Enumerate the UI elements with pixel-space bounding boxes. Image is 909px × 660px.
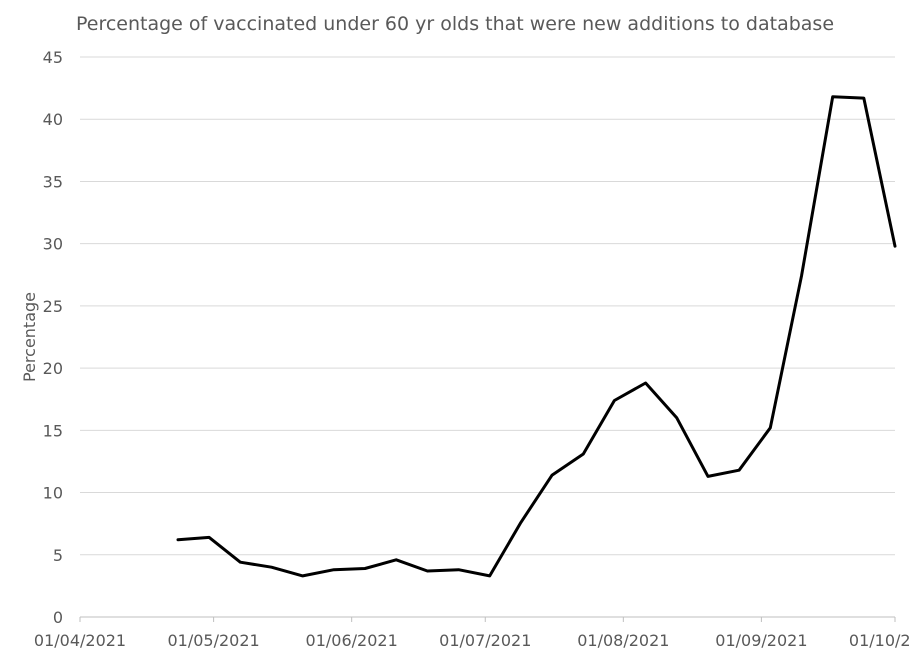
x-tick-label: 01/08/2021 bbox=[577, 631, 669, 650]
y-tick-label: 0 bbox=[53, 608, 63, 627]
y-tick-label: 20 bbox=[43, 359, 63, 378]
x-axis-ticks: 01/04/2021 01/05/2021 01/06/2021 01/07/2021… bbox=[34, 617, 909, 650]
x-tick-label: 01/05/2021 bbox=[167, 631, 259, 650]
y-tick-label: 40 bbox=[43, 110, 63, 129]
chart-title: Percentage of vaccinated under 60 yr old… bbox=[76, 13, 834, 35]
series-line-0 bbox=[176, 95, 897, 578]
y-axis-ticks: 0 5 10 15 20 25 30 35 40 45 bbox=[43, 48, 63, 627]
y-tick-label: 45 bbox=[43, 48, 63, 67]
x-tick-label: 01/07/2021 bbox=[439, 631, 531, 650]
y-tick-label: 25 bbox=[43, 297, 63, 316]
y-tick-label: 5 bbox=[53, 546, 63, 565]
x-tick-label: 01/04/2021 bbox=[34, 631, 126, 650]
y-tick-label: 10 bbox=[43, 484, 63, 503]
y-tick-label: 15 bbox=[43, 421, 63, 440]
y-tick-label: 35 bbox=[43, 172, 63, 191]
x-tick-label: 01/10/2021 bbox=[849, 631, 909, 650]
y-axis-label: Percentage bbox=[20, 292, 39, 382]
x-tick-label: 01/06/2021 bbox=[306, 631, 398, 650]
x-tick-label: 01/09/2021 bbox=[715, 631, 807, 650]
gridlines bbox=[80, 56, 895, 556]
y-tick-label: 30 bbox=[43, 235, 63, 254]
series-group bbox=[176, 95, 897, 578]
